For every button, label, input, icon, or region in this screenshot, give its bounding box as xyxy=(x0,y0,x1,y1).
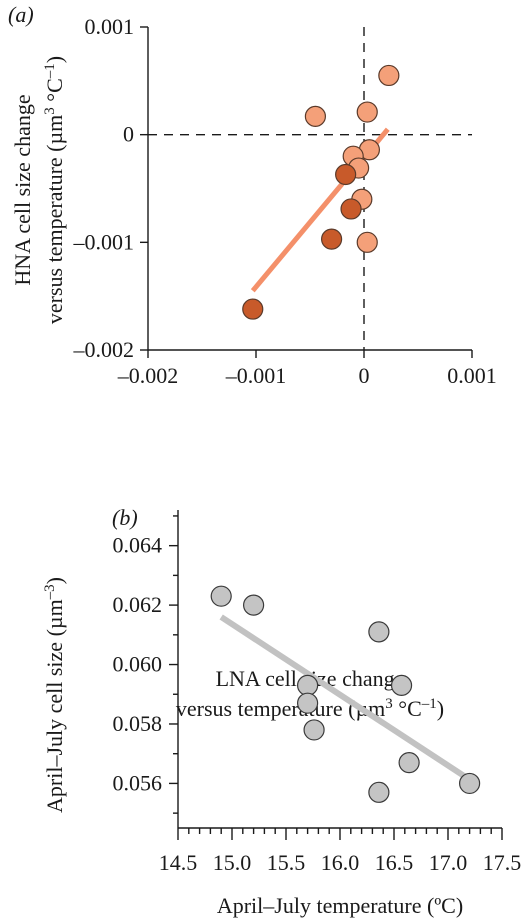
a-x-tick-label: 0 xyxy=(359,363,370,388)
a-data-point-light xyxy=(356,231,378,253)
a-x-tick-label: –0.001 xyxy=(225,363,287,388)
b-data-point xyxy=(368,621,390,643)
a-x-tick-label: –0.002 xyxy=(117,363,179,388)
b-x-tick-label: 17.0 xyxy=(429,850,468,875)
b-y-tick-label: 0.060 xyxy=(113,652,163,677)
b-y-tick-label: 0.058 xyxy=(113,711,163,736)
b-data-point xyxy=(398,752,420,774)
panel-b: (b) 0.056 0.058 0.060 0.062 0.064 14.5 15.0 15.… xyxy=(42,505,521,918)
a-data-point-light xyxy=(304,105,326,127)
a-data-point-light xyxy=(356,101,378,123)
panel-a: (a) –0.002 –0.001 0 0.001 –0.002 –0.001 0 0.001… xyxy=(8,2,497,721)
b-data-point xyxy=(210,585,232,607)
b-y-tick-label: 0.056 xyxy=(113,770,163,795)
a-data-point-light xyxy=(378,64,400,87)
b-axes: 0.056 0.058 0.060 0.062 0.064 14.5 15.0 15.5 16.… xyxy=(113,510,522,875)
b-points xyxy=(210,585,481,803)
b-x-tick-label: 15.5 xyxy=(267,850,306,875)
b-x-tick-label: 16.5 xyxy=(375,850,414,875)
b-regression-line xyxy=(219,614,469,780)
b-data-point xyxy=(390,674,413,696)
a-y-tick-label: 0 xyxy=(123,122,134,147)
panel-a-label: (a) xyxy=(8,2,34,27)
a-axes: –0.002 –0.001 0 0.001 –0.002 –0.001 0 0.001 xyxy=(73,14,497,388)
b-x-tick-label: 17.5 xyxy=(483,850,522,875)
a-reference-lines xyxy=(148,27,472,350)
b-data-point xyxy=(368,781,390,803)
a-x-tick-label: 0.001 xyxy=(447,363,497,388)
a-y-tick-label: 0.001 xyxy=(85,14,135,39)
b-fit-line xyxy=(219,614,469,780)
b-data-point xyxy=(297,674,319,696)
a-points xyxy=(242,64,400,320)
b-y-axis-title: April–July cell size (µm–3) xyxy=(42,577,67,813)
panel-b-label: (b) xyxy=(112,505,138,530)
a-data-point-dark xyxy=(340,198,362,220)
b-data-point xyxy=(459,772,481,795)
a-data-point-dark xyxy=(335,163,357,186)
a-y-axis-title-line2: versus temperature (µm3 °C–1) xyxy=(42,56,67,324)
b-y-tick-label: 0.062 xyxy=(113,592,163,617)
b-data-point xyxy=(297,692,319,714)
a-y-tick-label: –0.001 xyxy=(73,229,135,254)
b-data-point xyxy=(243,594,265,616)
b-y-tick-label: 0.064 xyxy=(113,533,163,558)
a-y-tick-label: –0.002 xyxy=(73,337,135,362)
a-y-axis-title-line1: HNA cell size change xyxy=(10,94,35,285)
b-x-tick-label: 14.5 xyxy=(159,850,198,875)
a-data-point-dark xyxy=(321,228,343,250)
b-x-axis-title: April–July temperature (ºC) xyxy=(217,893,463,918)
b-x-tick-label: 16.0 xyxy=(321,850,360,875)
a-data-point-dark xyxy=(242,298,264,320)
b-x-tick-label: 15.0 xyxy=(213,850,252,875)
b-data-point xyxy=(303,719,325,741)
